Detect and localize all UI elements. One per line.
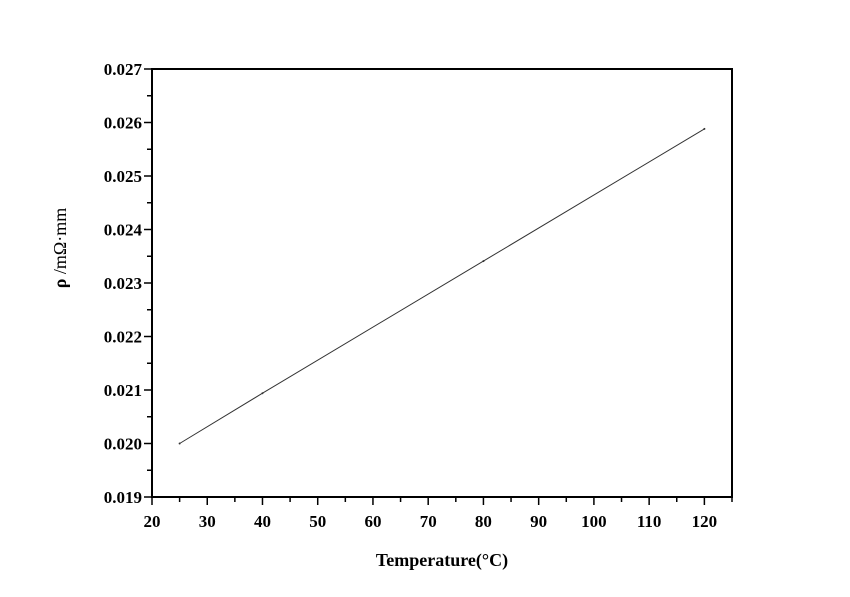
data-point: [261, 392, 264, 395]
y-axis-unit: /mΩ·mm: [50, 208, 70, 279]
y-axis-symbol: ρ: [50, 279, 70, 289]
y-tick-label: 0.021: [104, 381, 142, 400]
y-tick-label: 0.025: [104, 167, 142, 186]
x-axis-title: Temperature(°C): [376, 550, 508, 571]
series-line: [179, 128, 705, 444]
y-axis-title: ρ /mΩ·mm: [50, 208, 70, 289]
y-tick-label: 0.023: [104, 274, 142, 293]
y-tick-label: 0.024: [104, 221, 143, 240]
x-tick-label: 120: [692, 512, 718, 531]
x-tick-label: 50: [309, 512, 326, 531]
plot-border: [151, 68, 733, 498]
x-tick-label: 100: [581, 512, 607, 531]
data-point: [178, 442, 181, 445]
data-point: [703, 127, 706, 130]
y-tick-label: 0.020: [104, 435, 142, 454]
x-tick-label: 60: [364, 512, 381, 531]
x-tick-label: 70: [420, 512, 437, 531]
plot-frame: [151, 68, 733, 498]
y-tick-label: 0.019: [104, 488, 142, 507]
x-tick-label: 110: [637, 512, 662, 531]
x-tick-label: 30: [199, 512, 216, 531]
x-tick-label: 80: [475, 512, 492, 531]
x-tick-label: 40: [254, 512, 271, 531]
x-tick-label: 90: [530, 512, 547, 531]
y-axis: 0.019 0.020 0.021 0.022 0.023 0.024 0.025 0.026…: [104, 60, 152, 507]
y-tick-label: 0.026: [104, 114, 142, 133]
data-point: [482, 260, 485, 263]
x-tick-label: 20: [144, 512, 161, 531]
y-tick-label: 0.027: [104, 60, 143, 79]
data-series: [178, 127, 706, 445]
y-tick-label: 0.022: [104, 328, 142, 347]
x-axis: 20 30 40 50 60 70 80 90 100 110 120: [144, 497, 733, 531]
